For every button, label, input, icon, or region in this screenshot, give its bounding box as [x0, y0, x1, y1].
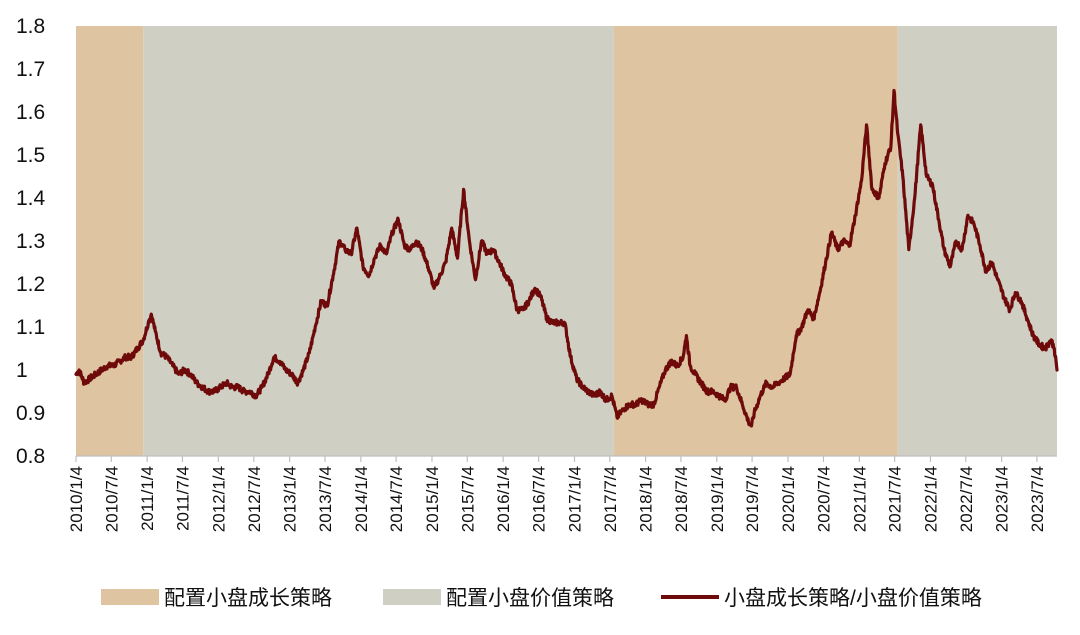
series-line-0: [74, 88, 1059, 428]
x-tick-label: 2017/7/4: [601, 466, 620, 532]
legend: 配置小盘成长策略 配置小盘价值策略 小盘成长策略/小盘价值策略: [101, 587, 982, 610]
x-tick-label: 2012/7/4: [245, 466, 264, 532]
legend-swatch-1: [383, 589, 441, 605]
x-tick-label: 2018/1/4: [637, 466, 656, 532]
x-tick-label: 2013/1/4: [281, 466, 300, 532]
x-tick-label: 2016/1/4: [494, 466, 513, 532]
y-tick-label: 0.9: [16, 402, 45, 425]
x-tick-label: 2010/1/4: [67, 466, 86, 532]
x-tick-label: 2012/1/4: [209, 466, 228, 532]
x-tick-label: 2020/7/4: [814, 466, 833, 532]
x-tick-label: 2022/7/4: [957, 466, 976, 532]
x-tick-label: 2010/7/4: [102, 466, 121, 532]
x-tick-label: 2021/1/4: [850, 466, 869, 532]
x-tick-label: 2018/7/4: [672, 466, 691, 532]
x-tick-label: 2013/7/4: [316, 466, 335, 532]
legend-label-2: 小盘成长策略/小盘价值策略: [724, 587, 982, 610]
x-tick-label: 2019/7/4: [743, 466, 762, 532]
y-tick-label: 1.6: [16, 101, 45, 124]
x-tick-label: 2022/1/4: [921, 466, 940, 532]
x-tick-label: 2017/1/4: [565, 466, 584, 532]
x-tick-label: 2019/1/4: [708, 466, 727, 532]
y-tick-label: 1.2: [16, 273, 45, 296]
y-tick-label: 1.8: [16, 15, 45, 38]
x-tick-label: 2011/7/4: [173, 466, 192, 531]
legend-label-1: 配置小盘价值策略: [446, 587, 614, 610]
x-tick-label: 2011/1/4: [138, 466, 157, 531]
legend-label-0: 配置小盘成长策略: [164, 587, 332, 610]
y-tick-label: 0.8: [16, 445, 45, 468]
y-axis: 0.8 0.9 1 1.1 1.2 1.3 1.4 1.5 1.6 1.7 1.8: [16, 15, 46, 468]
series-layer: [74, 88, 1059, 428]
regime-band-0: [76, 26, 144, 456]
y-tick-label: 1.4: [16, 187, 46, 210]
x-tick-label: 2020/1/4: [779, 466, 798, 532]
y-tick-label: 1.3: [16, 230, 45, 253]
x-tick-label: 2014/1/4: [352, 466, 371, 532]
x-axis: 2010/1/4 2010/7/4 2011/1/4 2011/7/4 2012/1/4…: [67, 455, 1057, 532]
y-tick-label: 1.1: [16, 316, 45, 339]
x-tick-label: 2023/1/4: [993, 466, 1012, 532]
x-tick-label: 2021/7/4: [886, 466, 905, 532]
x-tick-label: 2015/1/4: [423, 466, 442, 532]
x-tick-label: 2015/7/4: [458, 466, 477, 532]
y-tick-label: 1.7: [16, 58, 45, 81]
x-tick-label: 2014/7/4: [387, 466, 406, 532]
y-tick-label: 1.5: [16, 144, 45, 167]
legend-swatch-0: [101, 589, 159, 605]
x-tick-label: 2023/7/4: [1028, 466, 1047, 532]
y-tick-label: 1: [16, 359, 28, 382]
x-tick-label: 2016/7/4: [530, 466, 549, 532]
